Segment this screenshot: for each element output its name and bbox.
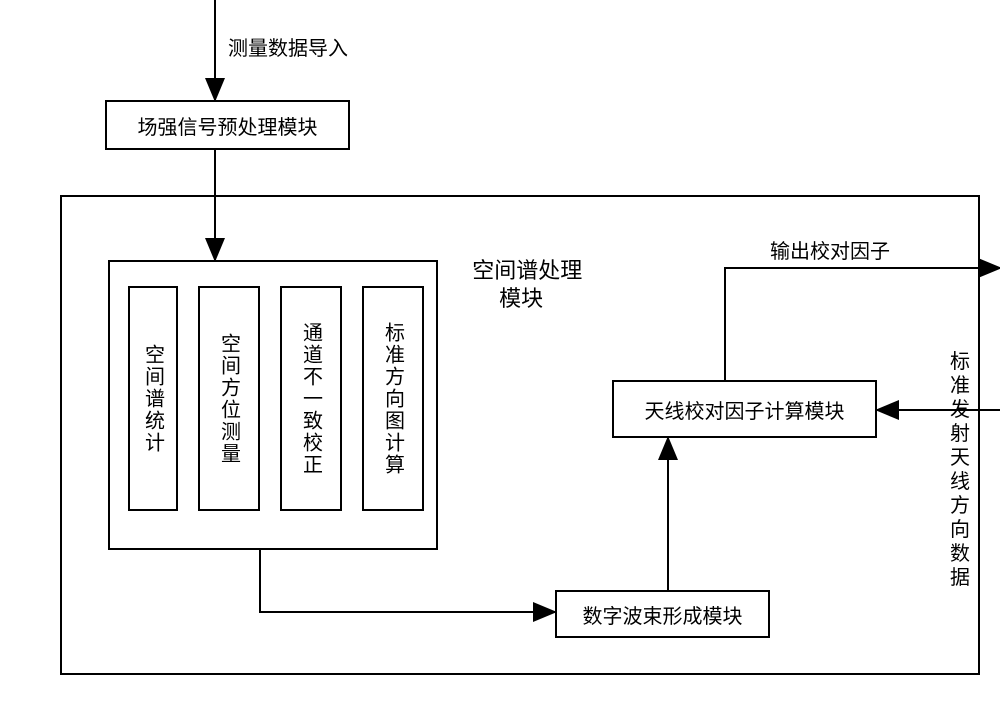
sub1-label: 空间谱统计 [139, 344, 168, 454]
sub1-box: 空间谱统计 [128, 286, 178, 511]
right-input-label: 标准发射天线方向数据 [950, 350, 974, 590]
output-label: 输出校对因子 [770, 235, 890, 264]
calib-label: 天线校对因子计算模块 [645, 395, 845, 424]
input-label: 测量数据导入 [228, 32, 348, 61]
outer-module-label: 空间谱处理 模块 [460, 228, 582, 314]
sub3-box: 通道不一致校正 [280, 286, 342, 511]
sub2-box: 空间方位测量 [198, 286, 260, 511]
calib-box: 天线校对因子计算模块 [612, 380, 877, 438]
preprocess-label: 场强信号预处理模块 [138, 111, 318, 140]
sub4-label: 标准方向图计算 [379, 322, 408, 476]
sub3-label: 通道不一致校正 [297, 322, 326, 476]
sub4-box: 标准方向图计算 [362, 286, 424, 511]
beamform-label: 数字波束形成模块 [583, 600, 743, 629]
beamform-box: 数字波束形成模块 [555, 590, 770, 638]
preprocess-box: 场强信号预处理模块 [105, 100, 350, 150]
sub2-label: 空间方位测量 [215, 333, 244, 465]
